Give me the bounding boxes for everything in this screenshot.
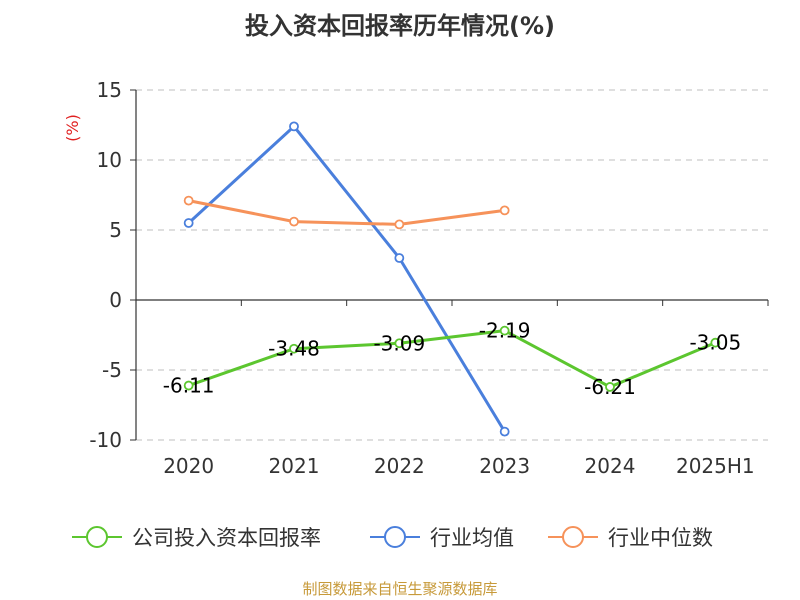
- y-tick-label: -5: [102, 358, 122, 382]
- data-point: [499, 205, 510, 216]
- legend-item[interactable]: 公司投入资本回报率: [72, 526, 321, 550]
- data-label: -3.48: [268, 337, 320, 361]
- x-tick-label: 2020: [163, 454, 214, 478]
- x-tick-label: 2024: [585, 454, 636, 478]
- data-point: [605, 382, 615, 392]
- data-label: -6.21: [584, 375, 636, 399]
- y-tick-label: 10: [97, 148, 122, 172]
- y-tick-label: -10: [89, 428, 122, 452]
- series-line: [188, 329, 716, 389]
- legend-label: 行业均值: [430, 526, 514, 550]
- y-tick-label: 15: [97, 78, 122, 102]
- legend-label: 公司投入资本回报率: [132, 526, 321, 550]
- y-tick-label: 5: [109, 218, 122, 242]
- data-point: [183, 380, 194, 391]
- axis-layer: 15 10 5 0 -5 -10 2020 2021 2022 2023 2024 2025H1 (%): [63, 78, 769, 478]
- label-layer: -6.11 -3.48 -3.09 -2.19 -6.21 -3.05: [163, 319, 741, 399]
- data-point: [710, 337, 721, 348]
- legend[interactable]: 公司投入资本回报率 行业均值 行业中位数: [72, 526, 713, 550]
- series-layer: [183, 121, 721, 437]
- data-label: -2.19: [479, 319, 531, 343]
- legend-marker: [384, 526, 406, 548]
- grid-layer: [136, 89, 768, 441]
- source-note: 制图数据来自恒生聚源数据库: [302, 580, 498, 598]
- legend-marker: [562, 526, 584, 548]
- legend-label: 行业中位数: [608, 526, 713, 550]
- legend-item[interactable]: 行业中位数: [548, 526, 713, 550]
- x-tick-label: 2023: [479, 454, 530, 478]
- data-label: -3.09: [373, 331, 425, 355]
- series-line: [188, 199, 505, 226]
- x-tick-label: 2025H1: [676, 454, 755, 478]
- data-point: [394, 338, 405, 349]
- data-point: [394, 219, 405, 230]
- data-point: [499, 426, 510, 437]
- legend-marker: [86, 526, 108, 548]
- data-point: [183, 218, 194, 228]
- data-point: [394, 253, 405, 263]
- series-line: [187, 124, 506, 433]
- y-tick-label: 0: [109, 288, 122, 312]
- x-tick-label: 2022: [374, 454, 425, 478]
- chart-title: 投入资本回报率历年情况(%): [245, 12, 555, 40]
- data-label: -3.05: [689, 331, 741, 355]
- y-axis-unit: (%): [63, 114, 82, 142]
- legend-item[interactable]: 行业均值: [370, 526, 514, 550]
- data-point: [289, 216, 299, 227]
- data-label: -6.11: [163, 374, 215, 398]
- x-tick-label: 2021: [269, 454, 320, 478]
- data-point: [499, 325, 510, 336]
- data-point: [289, 343, 299, 354]
- data-point: [183, 195, 194, 206]
- data-point: [289, 121, 299, 132]
